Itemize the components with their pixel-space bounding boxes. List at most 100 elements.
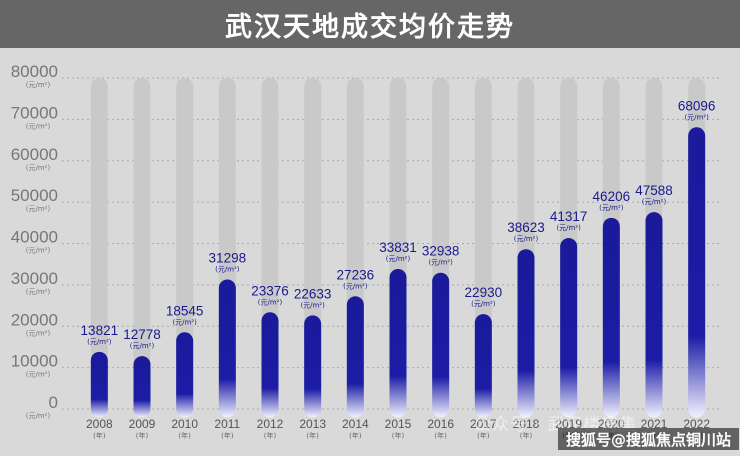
data-label-unit: (元/m²)	[215, 266, 240, 274]
data-label: 38623	[507, 220, 545, 235]
title-bar: 武汉天地成交均价走势	[0, 0, 740, 48]
data-label: 68096	[678, 98, 716, 113]
y-tick-unit: (元/m²)	[26, 288, 51, 296]
y-tick-label: 70000	[11, 103, 58, 122]
x-tick-unit: (年)	[349, 431, 362, 440]
y-tick-unit: (元/m²)	[26, 122, 51, 130]
x-tick-label: 2022	[683, 417, 710, 431]
y-tick-unit: (元/m²)	[26, 247, 51, 255]
x-tick-unit: (年)	[306, 431, 319, 440]
x-tick-unit: (年)	[392, 431, 405, 440]
y-tick-unit: (元/m²)	[26, 164, 51, 172]
bars	[90, 127, 706, 418]
x-tick-label: 2011	[214, 417, 240, 431]
bar	[176, 332, 194, 418]
data-labels: 13821(元/m²) 12778(元/m²)18545(元/m²)31298(元…	[81, 98, 716, 350]
bar	[517, 249, 535, 418]
data-label-unit: (元/m²)	[343, 282, 368, 290]
y-tick-unit: (元/m²)	[26, 205, 51, 213]
data-label: 22633	[294, 286, 332, 301]
data-label: 13821	[81, 323, 119, 338]
y-tick-label: 10000	[11, 352, 58, 371]
data-label-unit: (元/m²)	[514, 235, 539, 243]
x-tick-label: 2021	[641, 417, 668, 431]
x-tick-label: 2014	[342, 417, 369, 431]
data-label-unit: (元/m²)	[386, 255, 411, 263]
data-label-unit: (元/m²)	[471, 300, 496, 308]
bar	[602, 217, 620, 418]
x-tick-label: 2016	[427, 417, 454, 431]
x-tick-label: 2013	[299, 417, 326, 431]
y-tick-unit: (元/m²)	[26, 329, 51, 337]
y-tick-label: 30000	[11, 269, 58, 288]
data-label: 22930	[465, 285, 503, 300]
bar	[432, 272, 450, 418]
data-label: 31298	[209, 251, 247, 266]
bar	[90, 351, 108, 418]
data-label-unit: (元/m²)	[258, 298, 283, 306]
data-label: 23376	[251, 283, 289, 298]
data-label: 41317	[550, 209, 588, 224]
data-label: 12778	[123, 327, 161, 342]
data-label-unit: (元/m²)	[684, 113, 709, 121]
bar	[346, 296, 364, 418]
bar-track	[176, 78, 194, 409]
x-tick-unit: (年)	[477, 431, 490, 440]
x-tick-unit: (年)	[520, 431, 533, 440]
x-tick-unit: (年)	[178, 431, 191, 440]
x-tick-unit: (年)	[264, 431, 277, 440]
x-tick-unit: (年)	[221, 431, 234, 440]
y-tick-label: 80000	[11, 62, 58, 81]
data-label-unit: (元/m²)	[428, 259, 453, 267]
x-tick-unit: (年)	[136, 431, 149, 440]
data-label-unit: (元/m²)	[556, 224, 581, 232]
y-tick-label: 50000	[11, 186, 58, 205]
y-tick-label: 40000	[11, 228, 58, 247]
x-tick-label: 2008	[86, 417, 113, 431]
bar	[218, 279, 236, 418]
data-label: 18545	[166, 303, 204, 318]
chart-title: 武汉天地成交均价走势	[225, 11, 515, 43]
data-label: 47588	[635, 183, 673, 198]
y-tick-unit: (元/m²)	[26, 81, 51, 89]
bar-track	[90, 78, 108, 409]
x-tick-label: 2017	[470, 417, 497, 431]
bar	[688, 127, 706, 418]
data-label-unit: (元/m²)	[172, 318, 197, 326]
data-label: 27236	[337, 267, 375, 282]
x-tick-label: 2020	[598, 417, 625, 431]
y-axis-ticks: 0(元/m²)10000(元/m²)20000(元/m²)30000(元/m²)…	[11, 62, 58, 420]
bar	[474, 314, 492, 418]
data-label-unit: (元/m²)	[130, 342, 155, 350]
y-tick-label: 60000	[11, 145, 58, 164]
data-label-unit: (元/m²)	[87, 338, 112, 346]
x-tick-label: 2010	[171, 417, 198, 431]
source-tag: 搜狐号@搜狐焦点铜川站	[558, 428, 740, 450]
y-tick-label: 0	[49, 393, 58, 412]
data-label-unit: (元/m²)	[599, 204, 624, 212]
y-tick-unit: (元/m²)	[26, 412, 51, 420]
bar	[304, 315, 322, 418]
bar	[560, 238, 578, 418]
y-tick-label: 20000	[11, 310, 58, 329]
bar	[389, 269, 407, 418]
y-tick-unit: (元/m²)	[26, 371, 51, 379]
x-tick-unit: (年)	[434, 431, 447, 440]
data-label-unit: (元/m²)	[642, 198, 667, 206]
x-tick-unit: (年)	[93, 431, 106, 440]
x-tick-label: 2018	[513, 417, 540, 431]
data-label: 32938	[422, 244, 460, 259]
x-tick-label: 2015	[385, 417, 412, 431]
x-tick-label: 2019	[555, 417, 582, 431]
x-tick-label: 2009	[129, 417, 156, 431]
data-label-unit: (元/m²)	[300, 301, 325, 309]
bar	[261, 312, 279, 418]
x-tick-label: 2012	[257, 417, 284, 431]
bar	[645, 212, 663, 418]
bar-track	[133, 78, 151, 409]
data-label: 46206	[593, 189, 631, 204]
data-label: 33831	[379, 240, 417, 255]
bar	[133, 356, 151, 418]
